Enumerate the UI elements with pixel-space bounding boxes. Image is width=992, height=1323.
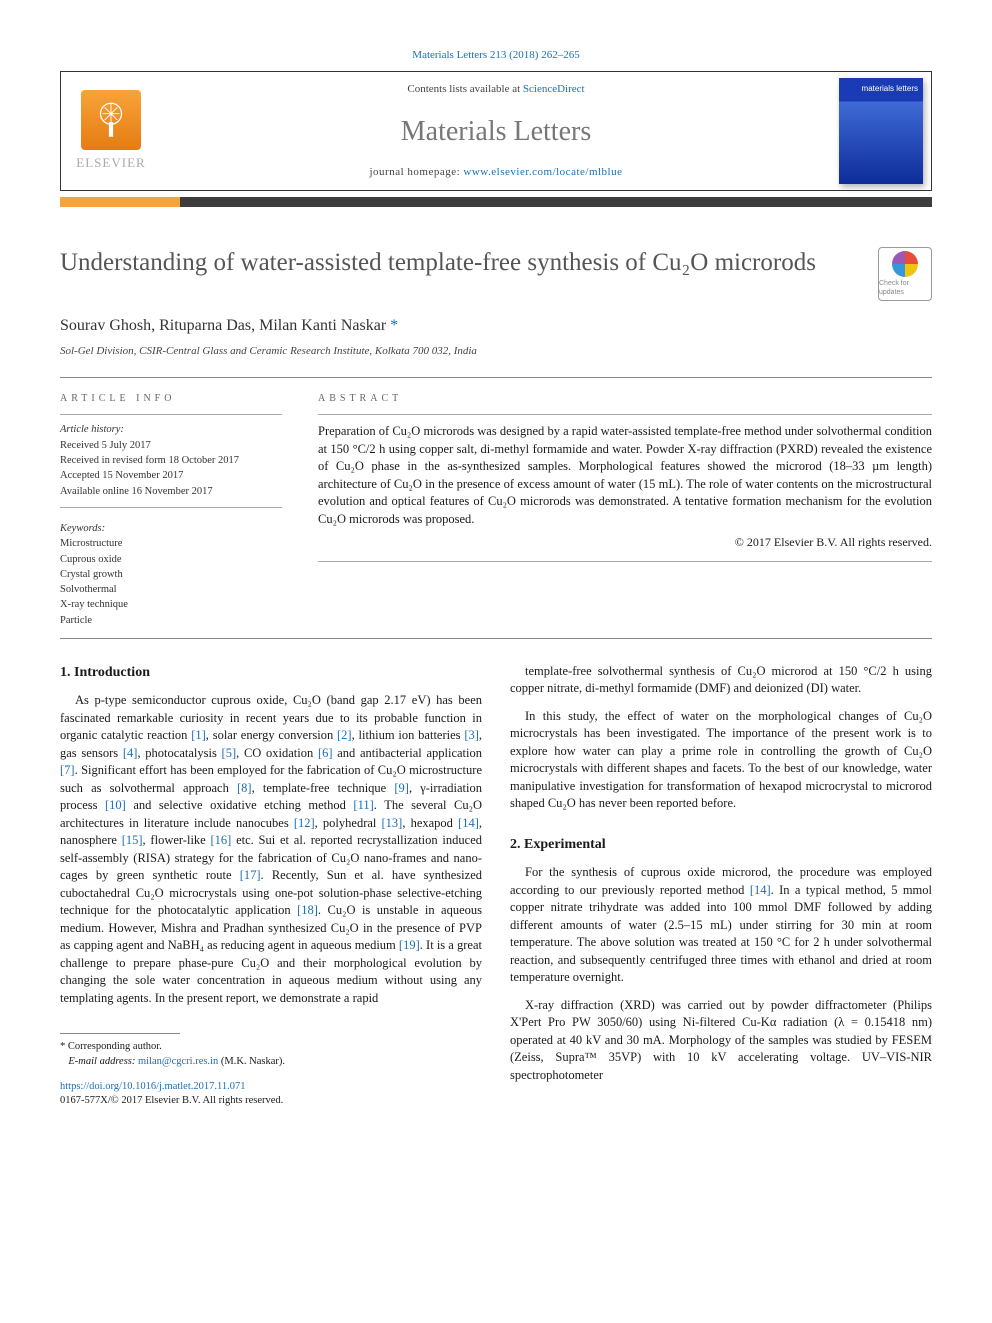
exp-para-2: X-ray diffraction (XRD) was carried out … bbox=[510, 997, 932, 1085]
keyword-3: Solvothermal bbox=[60, 582, 282, 597]
meta-and-abstract: ARTICLE INFO Article history: Received 5… bbox=[60, 378, 932, 638]
email-label: E-mail address: bbox=[68, 1056, 138, 1067]
journal-cover-thumb bbox=[839, 78, 923, 184]
rule-below-abs bbox=[60, 638, 932, 639]
exp-para-1: For the synthesis of cuprous oxide micro… bbox=[510, 864, 932, 987]
intro-heading: 1. Introduction bbox=[60, 663, 482, 683]
ref-link[interactable]: [16] bbox=[210, 833, 231, 847]
sciencedirect-link[interactable]: ScienceDirect bbox=[523, 83, 585, 95]
ref-link[interactable]: [17] bbox=[240, 868, 261, 882]
ref-link[interactable]: [19] bbox=[399, 938, 420, 952]
ref-link[interactable]: [15] bbox=[122, 833, 143, 847]
cover-slot bbox=[831, 72, 931, 190]
experimental-heading: 2. Experimental bbox=[510, 835, 932, 855]
issn-line: 0167-577X/© 2017 Elsevier B.V. All right… bbox=[60, 1095, 283, 1106]
email-line: E-mail address: milan@cgcri.res.in (M.K.… bbox=[60, 1055, 482, 1070]
corresponding-author: * Corresponding author. bbox=[60, 1040, 482, 1055]
homepage-prefix: journal homepage: bbox=[370, 166, 464, 178]
intro-para-3: In this study, the effect of water on th… bbox=[510, 708, 932, 813]
doi-link[interactable]: https://doi.org/10.1016/j.matlet.2017.11… bbox=[60, 1081, 246, 1092]
authors-text: Sourav Ghosh, Rituparna Das, Milan Kanti… bbox=[60, 317, 386, 334]
journal-title-header: Materials Letters bbox=[161, 112, 831, 151]
keywords-head: Keywords: bbox=[60, 522, 282, 537]
history-line-3: Available online 16 November 2017 bbox=[60, 484, 282, 499]
abstract-label: ABSTRACT bbox=[318, 392, 932, 406]
keyword-2: Crystal growth bbox=[60, 567, 282, 582]
contents-line: Contents lists available at ScienceDirec… bbox=[161, 82, 831, 97]
history-line-0: Received 5 July 2017 bbox=[60, 438, 282, 453]
ref-link[interactable]: [2] bbox=[337, 728, 352, 742]
keyword-0: Microstructure bbox=[60, 536, 282, 551]
ref-link[interactable]: [1] bbox=[191, 728, 206, 742]
elsevier-name: ELSEVIER bbox=[76, 154, 145, 172]
history-head: Article history: bbox=[60, 423, 282, 438]
ref-link[interactable]: [10] bbox=[105, 798, 126, 812]
ref-link[interactable]: [4] bbox=[123, 746, 138, 760]
ref-link[interactable]: [3] bbox=[464, 728, 479, 742]
ref-link[interactable]: [5] bbox=[222, 746, 237, 760]
homepage-url[interactable]: www.elsevier.com/locate/mlblue bbox=[463, 166, 622, 178]
keyword-5: Particle bbox=[60, 613, 282, 628]
contents-prefix: Contents lists available at bbox=[407, 83, 522, 95]
affiliation: Sol-Gel Division, CSIR-Central Glass and… bbox=[60, 344, 932, 359]
elsevier-logo: ELSEVIER bbox=[61, 72, 161, 190]
email-link[interactable]: milan@cgcri.res.in bbox=[138, 1056, 218, 1067]
abstract-text: Preparation of Cu₂O microrods was design… bbox=[318, 423, 932, 528]
journal-header: ELSEVIER Contents lists available at Sci… bbox=[60, 71, 932, 191]
history-line-2: Accepted 15 November 2017 bbox=[60, 468, 282, 483]
article-info-col: ARTICLE INFO Article history: Received 5… bbox=[60, 378, 300, 638]
header-middle: Contents lists available at ScienceDirec… bbox=[161, 72, 831, 190]
intro-para-1: As p-type semiconductor cuprous oxide, C… bbox=[60, 692, 482, 1007]
ref-link[interactable]: [11] bbox=[353, 798, 373, 812]
ref-link[interactable]: [9] bbox=[394, 781, 409, 795]
crossmark-label: Check for updates bbox=[879, 279, 931, 299]
homepage-line: journal homepage: www.elsevier.com/locat… bbox=[161, 165, 831, 180]
ref-link[interactable]: [13] bbox=[382, 816, 403, 830]
title-row: Understanding of water-assisted template… bbox=[60, 247, 932, 301]
email-suffix: (M.K. Naskar). bbox=[218, 1056, 285, 1067]
keyword-1: Cuprous oxide bbox=[60, 552, 282, 567]
accent-strip bbox=[60, 197, 932, 207]
citation-link[interactable]: Materials Letters 213 (2018) 262–265 bbox=[412, 49, 579, 61]
ref-link[interactable]: [14] bbox=[458, 816, 479, 830]
elsevier-tree-icon bbox=[81, 90, 141, 150]
authors-line: Sourav Ghosh, Rituparna Das, Milan Kanti… bbox=[60, 315, 932, 337]
top-citation: Materials Letters 213 (2018) 262–265 bbox=[60, 48, 932, 63]
page: Materials Letters 213 (2018) 262–265 ELS… bbox=[0, 0, 992, 1149]
crossmark-badge[interactable]: Check for updates bbox=[878, 247, 932, 301]
article-info-label: ARTICLE INFO bbox=[60, 392, 282, 406]
abstract-copyright: © 2017 Elsevier B.V. All rights reserved… bbox=[318, 534, 932, 551]
abstract-col: ABSTRACT Preparation of Cu₂O microrods w… bbox=[300, 378, 932, 638]
history-line-1: Received in revised form 18 October 2017 bbox=[60, 453, 282, 468]
article-title: Understanding of water-assisted template… bbox=[60, 247, 858, 278]
corresponding-star-link[interactable]: * bbox=[390, 317, 398, 334]
footnote-separator bbox=[60, 1033, 180, 1034]
body-columns: 1. Introduction As p-type semiconductor … bbox=[60, 663, 932, 1109]
ref-link[interactable]: [12] bbox=[294, 816, 315, 830]
footnotes: * Corresponding author. E-mail address: … bbox=[60, 1040, 482, 1069]
ref-link[interactable]: [14] bbox=[750, 883, 771, 897]
ref-link[interactable]: [18] bbox=[297, 903, 318, 917]
ref-link[interactable]: [8] bbox=[237, 781, 252, 795]
ref-link[interactable]: [7] bbox=[60, 763, 75, 777]
intro-para-2: template-free solvothermal synthesis of … bbox=[510, 663, 932, 698]
ref-link[interactable]: [6] bbox=[318, 746, 333, 760]
keyword-4: X-ray technique bbox=[60, 597, 282, 612]
doi-block: https://doi.org/10.1016/j.matlet.2017.11… bbox=[60, 1080, 482, 1109]
keywords-list: Microstructure Cuprous oxide Crystal gro… bbox=[60, 536, 282, 627]
crossmark-icon bbox=[892, 251, 918, 277]
